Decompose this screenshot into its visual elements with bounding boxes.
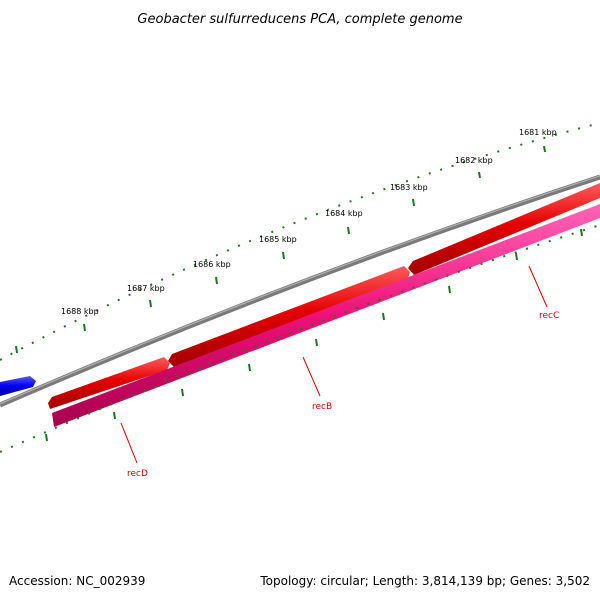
gene-arrow-blue <box>0 376 36 396</box>
major-tick <box>478 171 481 179</box>
gene-arrow-recB <box>168 266 410 367</box>
label-leaders <box>120 265 548 464</box>
gene-reverse-strand <box>52 204 600 427</box>
inner-major-ticks <box>45 228 583 442</box>
tick-label: 1682 kbp <box>455 156 493 165</box>
tick-label: 1684 kbp <box>325 209 363 218</box>
major-tick <box>543 145 546 153</box>
tick-label: 1687 kbp <box>127 284 165 293</box>
genome-summary-text: Topology: circular; Length: 3,814,139 bp… <box>260 574 590 588</box>
leader-recD <box>120 422 138 464</box>
major-tick <box>113 411 116 420</box>
leader-recC <box>528 265 548 308</box>
leader-recB <box>302 356 321 397</box>
tick-labels: 1681 kbp 1682 kbp 1683 kbp 1684 kbp 1685… <box>61 128 557 316</box>
gene-label-recB: recB <box>312 402 332 412</box>
major-tick <box>382 312 385 321</box>
major-tick <box>347 226 350 235</box>
gene-arrow-recD <box>48 357 170 409</box>
tick-label: 1688 kbp <box>61 307 99 316</box>
tick-label: 1683 kbp <box>390 183 428 192</box>
genome-backbone <box>0 174 600 408</box>
major-tick <box>412 198 415 207</box>
inner-tick-ring <box>0 224 600 453</box>
major-tick <box>515 252 518 261</box>
outer-major-ticks <box>15 145 546 354</box>
major-tick <box>315 338 318 347</box>
major-tick <box>45 433 48 442</box>
gene-label-recD: recD <box>127 469 148 479</box>
backbone-highlight <box>0 175 600 405</box>
major-tick <box>282 251 285 260</box>
major-tick <box>15 345 18 354</box>
tick-label: 1685 kbp <box>259 235 297 244</box>
major-tick <box>215 276 218 285</box>
gene-arrow-recC <box>408 183 600 275</box>
major-tick <box>149 299 152 308</box>
map-title: Geobacter sulfurreducens PCA, complete g… <box>137 12 462 27</box>
gene-label-recC: recC <box>539 311 559 321</box>
major-tick <box>83 323 86 332</box>
major-tick <box>448 285 451 294</box>
tick-label: 1681 kbp <box>519 128 557 137</box>
major-tick <box>580 228 583 237</box>
tick-label: 1686 kbp <box>193 260 231 269</box>
accession-text: Accession: NC_002939 <box>9 574 146 588</box>
major-tick <box>248 363 251 372</box>
major-tick <box>181 388 184 397</box>
